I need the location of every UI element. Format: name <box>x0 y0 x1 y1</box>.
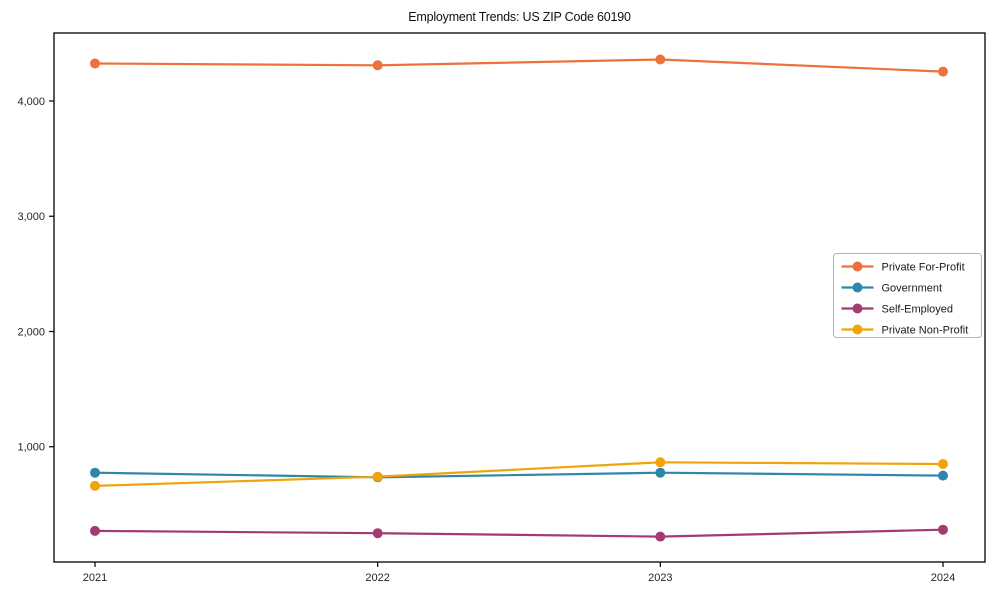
legend-label: Private For-Profit <box>882 262 965 274</box>
series-line <box>94 461 944 487</box>
chart-title: Employment Trends: US ZIP Code 60190 <box>408 10 631 24</box>
axis-ticks: 1,000 2,000 3,000 4,000 2021 2022 2023 2024 <box>17 96 955 584</box>
legend-label: Private Non-Profit <box>882 325 969 337</box>
data-point-marker <box>90 480 100 491</box>
legend-entry: Private Non-Profit <box>841 324 969 337</box>
series-line <box>94 528 944 538</box>
series-private-for-profit <box>90 54 948 77</box>
legend-box <box>833 253 982 338</box>
y-tick-label: 4,000 <box>17 96 45 108</box>
data-point-marker <box>655 457 666 468</box>
data-point-marker <box>90 467 100 478</box>
data-point-marker <box>372 528 383 539</box>
y-tick-label: 2,000 <box>17 326 45 338</box>
legend-entry: Government <box>841 282 943 295</box>
data-series <box>90 54 948 542</box>
plot-border <box>53 32 986 563</box>
x-tick-label: 2021 <box>83 572 107 584</box>
data-point-marker <box>938 66 948 77</box>
series-self-employed <box>90 524 948 542</box>
series-line <box>94 58 944 73</box>
legend-marker <box>852 282 863 293</box>
legend-label: Self-Employed <box>882 304 954 316</box>
series-line <box>94 471 944 479</box>
y-tick-label: 3,000 <box>17 211 45 223</box>
x-tick-label: 2023 <box>648 572 672 584</box>
data-point-marker <box>938 470 948 481</box>
data-point-marker <box>938 459 948 469</box>
data-point-marker <box>372 60 383 71</box>
legend-entry: Private For-Profit <box>841 261 965 274</box>
legend-label: Government <box>882 283 943 295</box>
legend-marker <box>852 261 863 272</box>
data-point-marker <box>938 524 948 535</box>
series-private-non-profit <box>90 457 948 491</box>
data-point-marker <box>655 531 666 542</box>
x-tick-label: 2022 <box>365 572 389 584</box>
legend-marker <box>852 303 863 314</box>
legend-entry: Self-Employed <box>841 303 954 316</box>
data-point-marker <box>655 54 666 65</box>
legend: Private For-Profit Government Self-Employe… <box>833 253 982 338</box>
data-point-marker <box>90 525 100 536</box>
data-point-marker <box>372 471 383 482</box>
data-point-marker <box>90 58 100 69</box>
legend-marker <box>852 324 863 335</box>
y-tick-label: 1,000 <box>17 442 45 454</box>
data-point-marker <box>655 467 666 478</box>
x-tick-label: 2024 <box>931 572 955 584</box>
